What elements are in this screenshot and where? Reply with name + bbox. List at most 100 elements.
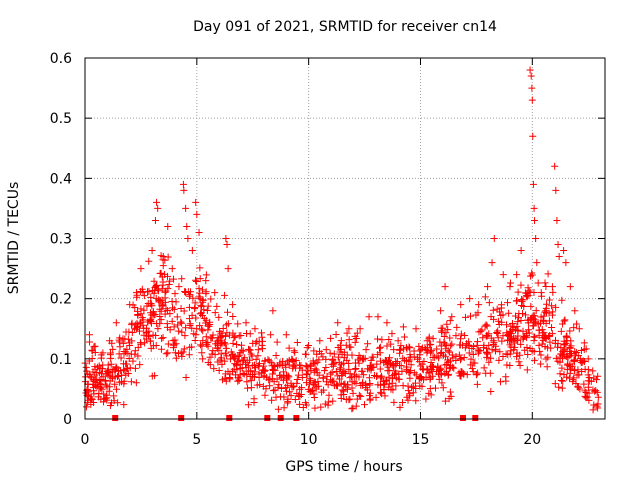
data-point — [332, 331, 340, 339]
data-point — [99, 361, 107, 369]
plot-frame — [84, 57, 606, 420]
data-point — [487, 388, 495, 396]
data-point — [263, 373, 271, 381]
data-point — [562, 333, 570, 341]
data-point — [480, 364, 488, 372]
data-point — [296, 385, 304, 393]
data-point — [426, 341, 434, 349]
data-point — [389, 375, 397, 383]
data-point — [191, 299, 199, 307]
data-point — [268, 396, 276, 404]
data-point — [580, 380, 588, 388]
data-point — [360, 371, 368, 379]
data-point — [134, 311, 142, 319]
data-point — [346, 374, 354, 382]
data-point — [170, 305, 178, 313]
data-point — [356, 325, 364, 333]
data-point — [196, 341, 204, 349]
data-point — [377, 388, 385, 396]
data-point — [191, 336, 199, 344]
data-point — [444, 371, 452, 379]
data-point — [395, 362, 403, 370]
data-point — [559, 355, 567, 363]
data-point — [161, 294, 169, 302]
data-point — [135, 327, 143, 335]
data-point — [378, 336, 386, 344]
data-point — [530, 333, 538, 341]
data-point — [505, 309, 513, 317]
data-point — [169, 275, 177, 283]
data-point — [519, 310, 527, 318]
data-point — [514, 318, 522, 326]
data-point — [529, 180, 537, 188]
data-point — [261, 391, 269, 399]
data-point — [182, 374, 190, 382]
data-point — [394, 337, 402, 345]
data-point — [495, 321, 503, 329]
data-point — [475, 301, 483, 309]
data-point — [107, 360, 115, 368]
data-point — [298, 366, 306, 374]
data-point — [513, 349, 521, 357]
data-point — [288, 356, 296, 364]
data-point — [422, 395, 430, 403]
data-point — [530, 204, 538, 212]
data-point — [126, 301, 134, 309]
data-point — [233, 340, 241, 348]
data-point — [482, 321, 490, 329]
data-point — [551, 162, 559, 170]
data-point — [542, 307, 550, 315]
data-point — [113, 364, 121, 372]
data-point — [560, 247, 568, 255]
data-point — [282, 387, 290, 395]
data-point — [278, 362, 286, 370]
data-point — [443, 361, 451, 369]
data-point — [198, 342, 206, 350]
data-point — [204, 338, 212, 346]
data-point — [188, 324, 196, 332]
data-point — [171, 290, 179, 298]
data-point — [209, 347, 217, 355]
data-point — [345, 325, 353, 333]
data-point — [481, 293, 489, 301]
data-point — [158, 302, 166, 310]
data-point — [442, 329, 450, 337]
data-point — [571, 307, 579, 315]
data-point — [134, 352, 142, 360]
data-point — [328, 360, 336, 368]
data-point — [387, 340, 395, 348]
data-point — [428, 362, 436, 370]
data-point — [534, 279, 542, 287]
data-point — [156, 312, 164, 320]
data-point — [112, 319, 120, 327]
data-point — [304, 367, 312, 375]
data-point — [559, 377, 567, 385]
data-point — [377, 381, 385, 389]
data-point — [140, 292, 148, 300]
data-point — [153, 198, 161, 206]
data-point — [348, 384, 356, 392]
data-point — [513, 271, 521, 279]
data-point — [348, 373, 356, 381]
data-point — [485, 299, 493, 307]
data-point — [244, 401, 252, 409]
data-point — [417, 362, 425, 370]
data-point — [143, 324, 151, 332]
data-point — [182, 324, 190, 332]
data-point — [222, 370, 230, 378]
data-point — [203, 307, 211, 315]
data-point — [512, 312, 520, 320]
data-point — [171, 336, 179, 344]
data-point — [509, 319, 517, 327]
data-point — [118, 371, 126, 379]
gap-marker — [264, 415, 271, 421]
data-point — [571, 356, 579, 364]
data-point — [285, 344, 293, 352]
data-point — [441, 353, 449, 361]
data-point — [304, 385, 312, 393]
data-point — [382, 377, 390, 385]
data-point — [520, 302, 528, 310]
data-point — [185, 351, 193, 359]
data-point — [254, 352, 262, 360]
data-point — [435, 375, 443, 383]
